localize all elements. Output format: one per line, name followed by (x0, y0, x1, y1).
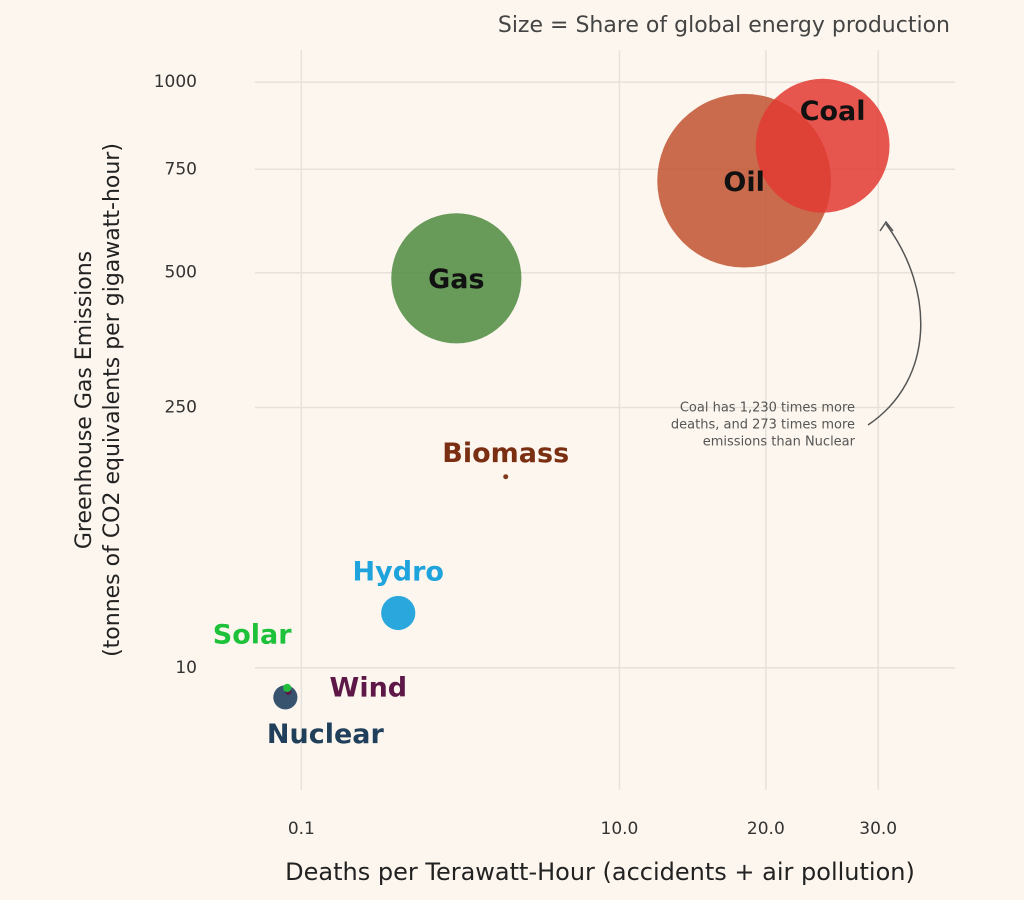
bubble (503, 474, 509, 480)
y-tick-label: 500 (165, 263, 197, 283)
point-label: Coal (800, 96, 866, 127)
annotation-line: Coal has 1,230 times more (680, 401, 855, 416)
point-label: Nuclear (267, 719, 385, 750)
y-title-line: Greenhouse Gas Emissions (72, 251, 97, 549)
y-tick-label: 750 (165, 159, 197, 179)
annotation: Coal has 1,230 times more deaths, and 27… (671, 401, 856, 450)
y-title-line: (tonnes of CO2 equivalents per gigawatt-… (100, 143, 125, 657)
bubble (283, 683, 292, 693)
y-tick-label: 250 (165, 398, 197, 418)
point-label: Biomass (442, 438, 569, 469)
y-axis-title: Greenhouse Gas Emissions (tonnes of CO2 … (72, 143, 125, 657)
size-title: Size = Share of global energy production (498, 13, 950, 38)
y-tick-label: 10 (175, 658, 197, 678)
grid: 10 250 500 750 1000 0.1 10.0 20.0 30.0 (154, 50, 955, 839)
point-label: Gas (428, 264, 484, 295)
annotation-line: deaths, and 273 times more (671, 418, 855, 433)
x-axis-title: Deaths per Terawatt-Hour (accidents + ai… (285, 858, 915, 886)
plot: Oil Coal Gas Biomass Hydro Nuclear Wind Solar (213, 78, 890, 750)
point-label: Hydro (353, 556, 444, 587)
annotation-arrow (867, 223, 922, 426)
bubble (381, 595, 416, 631)
point-label: Oil (723, 167, 764, 198)
x-tick-label: 20.0 (747, 819, 785, 839)
bubble (391, 213, 522, 344)
x-tick-label: 0.1 (288, 819, 315, 839)
annotation-arrowhead (879, 220, 894, 232)
annotation-line: emissions than Nuclear (703, 435, 856, 450)
point-label: Solar (213, 619, 292, 650)
x-tick-label: 30.0 (859, 819, 897, 839)
point-label: Wind (330, 672, 408, 703)
y-tick-label: 1000 (154, 72, 197, 92)
bubble (755, 78, 890, 213)
x-tick-label: 10.0 (601, 819, 639, 839)
